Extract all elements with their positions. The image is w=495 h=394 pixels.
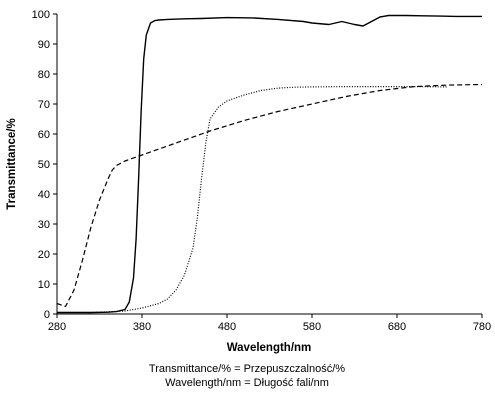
y-tick-label: 100	[32, 9, 50, 21]
y-tick-label: 50	[38, 159, 50, 171]
x-tick-label: 480	[218, 321, 236, 333]
y-tick-label: 80	[38, 69, 50, 81]
x-tick-label: 680	[388, 321, 406, 333]
y-tick-label: 60	[38, 129, 50, 141]
y-tick-label: 40	[38, 189, 50, 201]
footnote-wavelength: Wavelength/nm = Długość fali/nm	[165, 377, 329, 389]
x-axis-ticks: 280 380 480 580 680 780	[48, 314, 491, 333]
x-tick-label: 380	[133, 321, 151, 333]
y-tick-label: 10	[38, 279, 50, 291]
y-axis-ticks: 0 10 20 30 40 50 60 70 80 90 100	[32, 9, 57, 321]
y-tick-label: 30	[38, 219, 50, 231]
y-tick-label: 20	[38, 249, 50, 261]
y-tick-label: 70	[38, 99, 50, 111]
y-tick-label: 0	[44, 309, 50, 321]
y-axis-title: Transmittance/%	[6, 118, 18, 209]
series-line-dotted	[57, 86, 449, 314]
x-tick-label: 580	[303, 321, 321, 333]
footnote-transmittance: Transmittance/% = Przepuszczalność/%	[149, 363, 345, 375]
series-line-solid	[57, 14, 482, 314]
x-axis-title: Wavelength/nm	[227, 342, 312, 354]
x-tick-label: 280	[48, 321, 66, 333]
series-layer	[56, 14, 483, 314]
series-line-dashed	[56, 83, 483, 308]
y-tick-label: 90	[38, 39, 50, 51]
x-tick-label: 780	[473, 321, 491, 333]
